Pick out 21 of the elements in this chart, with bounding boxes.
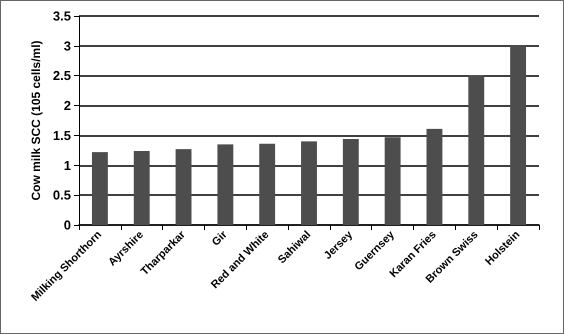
bar (468, 76, 484, 225)
y-tick-label: 0.5 (52, 188, 71, 203)
y-tick-label: 3.5 (52, 8, 71, 24)
bar (217, 144, 234, 225)
bar (301, 141, 317, 225)
x-tick-label: Gir (210, 228, 230, 248)
bar (134, 150, 150, 225)
y-tick-label: 2 (64, 98, 71, 114)
bar (510, 46, 526, 225)
y-tick-label: 1 (64, 158, 71, 173)
bar (92, 152, 108, 225)
y-tick-label: 0 (64, 218, 71, 232)
y-tick-label: 3 (64, 38, 71, 54)
bar (259, 144, 276, 225)
bar (384, 137, 401, 225)
y-tick-label: 1.5 (52, 128, 71, 143)
y-tick-label: 2.5 (52, 68, 71, 84)
bar (342, 139, 359, 225)
y-axis-title: Cow milk SCC (105 cells/ml) (29, 40, 44, 201)
bar (426, 128, 442, 225)
bar (176, 149, 192, 225)
